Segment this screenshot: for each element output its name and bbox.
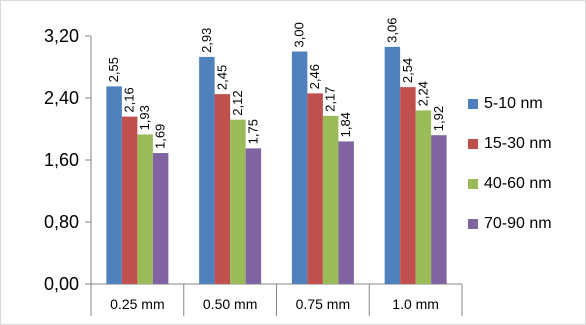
bar bbox=[137, 134, 153, 284]
bar bbox=[199, 56, 215, 284]
data-label: 2,55 bbox=[106, 57, 121, 82]
legend-label: 15-30 nm bbox=[484, 135, 552, 152]
legend-swatch bbox=[468, 139, 478, 149]
x-tick-label: 0.50 mm bbox=[203, 296, 257, 312]
data-label: 1,69 bbox=[153, 124, 168, 149]
data-label: 2,17 bbox=[323, 87, 338, 112]
legend-label: 40-60 nm bbox=[484, 175, 552, 192]
y-tick-label: 1,60 bbox=[44, 150, 79, 170]
data-label: 3,06 bbox=[384, 18, 399, 43]
legend-swatch bbox=[468, 179, 478, 189]
bar bbox=[214, 94, 231, 284]
data-label: 1,84 bbox=[338, 112, 353, 137]
data-label: 2,24 bbox=[415, 81, 430, 106]
y-tick-label: 2,40 bbox=[44, 88, 79, 108]
legend-label: 5-10 nm bbox=[484, 95, 543, 112]
data-label: 2,93 bbox=[199, 28, 214, 53]
bar bbox=[230, 119, 246, 284]
bar bbox=[400, 87, 416, 285]
y-tick-label: 0,80 bbox=[44, 212, 79, 232]
bar bbox=[307, 93, 323, 284]
legend-item: 70-90 nm bbox=[468, 214, 583, 234]
x-tick-label: 1.0 mm bbox=[392, 296, 439, 312]
bar bbox=[152, 153, 169, 284]
data-label: 2,12 bbox=[230, 90, 245, 115]
data-label: 2,54 bbox=[400, 58, 415, 83]
data-label: 2,16 bbox=[122, 87, 137, 112]
legend-swatch bbox=[468, 219, 478, 229]
bar bbox=[121, 116, 138, 284]
bar bbox=[106, 86, 122, 284]
data-label: 3,00 bbox=[292, 22, 307, 47]
data-label: 1,75 bbox=[245, 119, 260, 144]
legend-item: 40-60 nm bbox=[468, 174, 583, 194]
bar bbox=[322, 115, 339, 284]
y-tick-label: 3,20 bbox=[44, 26, 79, 46]
data-label: 2,45 bbox=[214, 65, 229, 90]
legend: 5-10 nm 15-30 nm 40-60 nm 70-90 nm bbox=[468, 94, 583, 254]
legend-item: 5-10 nm bbox=[468, 94, 583, 114]
data-label: 2,46 bbox=[307, 64, 322, 89]
data-label: 1,93 bbox=[137, 105, 152, 130]
legend-swatch bbox=[468, 99, 478, 109]
data-label: 1,92 bbox=[431, 106, 446, 131]
bar bbox=[291, 51, 308, 284]
bar bbox=[431, 135, 447, 284]
y-tick-label: 0,00 bbox=[44, 274, 79, 294]
x-tick-label: 0.25 mm bbox=[110, 296, 164, 312]
bar bbox=[415, 110, 432, 285]
legend-item: 15-30 nm bbox=[468, 134, 583, 154]
bar bbox=[245, 148, 262, 284]
x-tick-label: 0.75 mm bbox=[296, 296, 350, 312]
legend-label: 70-90 nm bbox=[484, 215, 552, 232]
bar bbox=[338, 141, 354, 284]
bar bbox=[384, 46, 401, 284]
